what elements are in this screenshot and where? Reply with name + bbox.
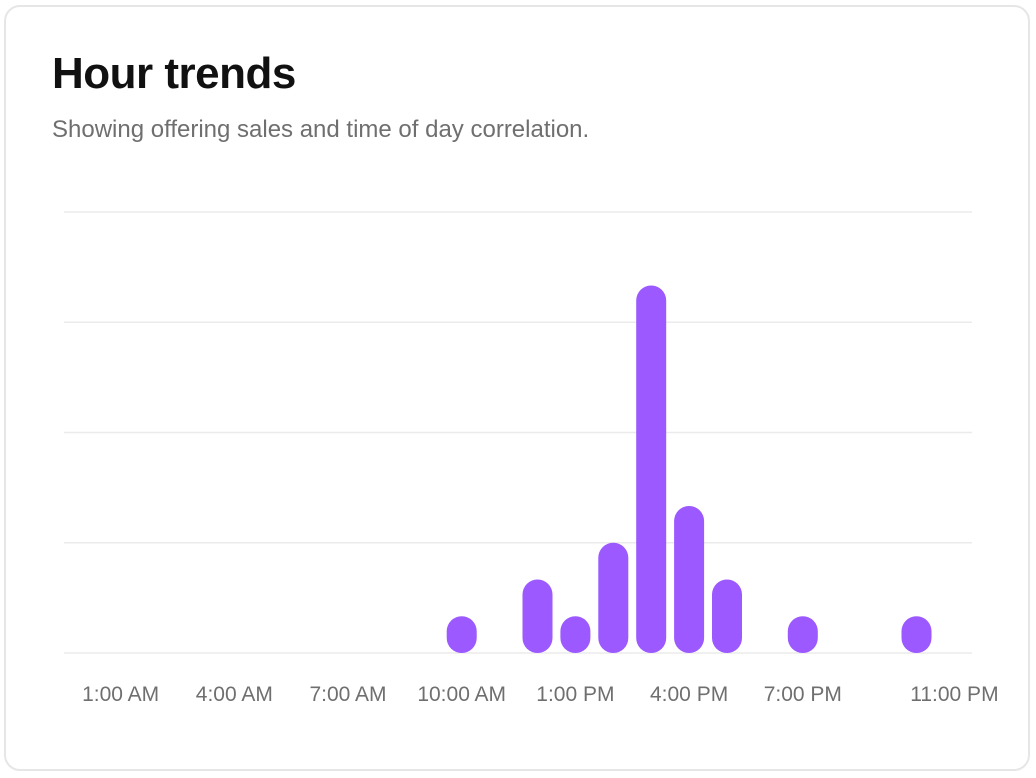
- bar-10-00-pm[interactable]: [901, 616, 932, 653]
- bar-1-00-pm[interactable]: [560, 616, 591, 653]
- bar-10-00-am[interactable]: [446, 616, 477, 653]
- x-tick-label: 7:00 AM: [309, 683, 386, 706]
- chart-grid: [64, 211, 972, 654]
- x-tick-label: 10:00 AM: [417, 683, 506, 706]
- x-tick-label: 4:00 PM: [650, 683, 728, 706]
- x-tick-label: 4:00 AM: [196, 683, 273, 706]
- card-subtitle: Showing offering sales and time of day c…: [52, 116, 590, 143]
- bar-5-00-pm[interactable]: [712, 579, 742, 654]
- x-tick-label: 1:00 AM: [82, 683, 159, 706]
- x-tick-label: 1:00 PM: [536, 683, 614, 706]
- x-tick-label: 7:00 PM: [764, 683, 842, 706]
- x-tick-label: 11:00 PM: [910, 683, 998, 706]
- bar-4-00-pm[interactable]: [674, 506, 705, 653]
- bar-3-00-pm[interactable]: [636, 285, 667, 654]
- card-title: Hour trends: [52, 49, 296, 98]
- x-axis-ticks: 1:00 AM 4:00 AM 7:00 AM 10:00 AM 1:00 PM 4:00…: [82, 683, 998, 706]
- bar-7-00-pm[interactable]: [787, 616, 818, 653]
- bar-2-00-pm[interactable]: [598, 542, 629, 653]
- chart-bars: [446, 285, 932, 654]
- hour-trends-card: [4, 5, 1030, 771]
- bar-12-00-pm[interactable]: [522, 579, 553, 654]
